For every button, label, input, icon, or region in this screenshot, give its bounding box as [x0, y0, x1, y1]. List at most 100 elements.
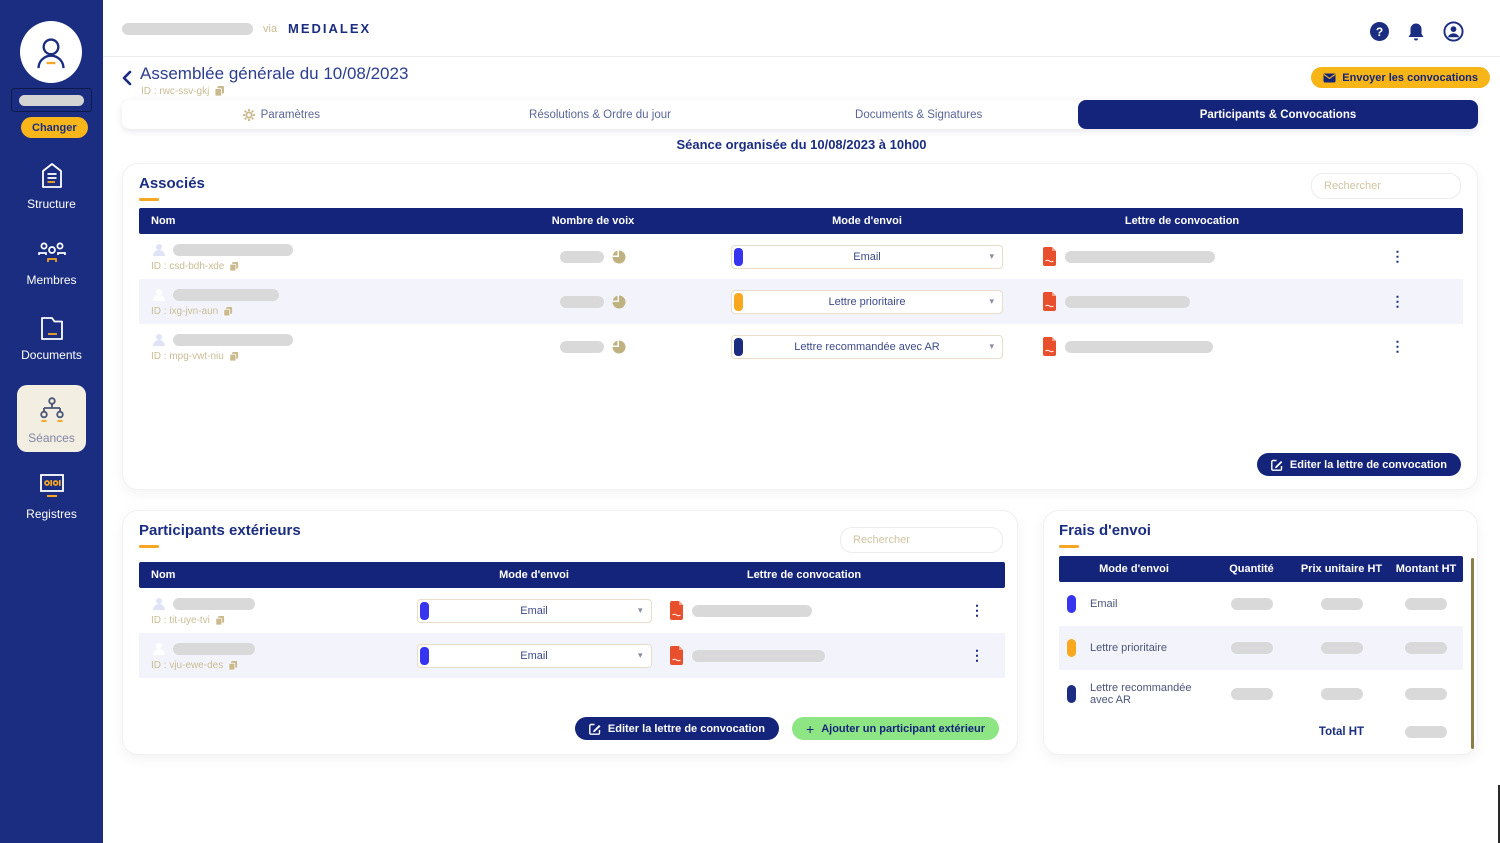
- tab-parametres[interactable]: Paramètres: [122, 100, 441, 129]
- back-button[interactable]: [121, 70, 133, 91]
- frais-mode-label: Lettre recommandée avec AR: [1090, 681, 1192, 706]
- members-icon: [37, 242, 66, 262]
- mode-color-bar: [734, 337, 743, 356]
- send-convocations-button[interactable]: Envoyer les convocations: [1311, 67, 1490, 88]
- page-scrollbar[interactable]: [1498, 785, 1500, 843]
- sidebar-item-registres[interactable]: Registres: [0, 470, 103, 521]
- mode-envoi-select[interactable]: Email ▾: [416, 598, 652, 623]
- send-convocations-label: Envoyer les convocations: [1342, 71, 1478, 84]
- prix-placeholder: [1320, 687, 1363, 700]
- sidebar-item-seances[interactable]: Séances: [17, 385, 86, 452]
- tab-resolutions[interactable]: Résolutions & Ordre du jour: [441, 100, 760, 129]
- col-mode: Mode d'envoi: [499, 569, 569, 581]
- edit-convocation-letter-label: Editer la lettre de convocation: [607, 722, 765, 735]
- col-nom: Nom: [151, 215, 176, 227]
- lettre-placeholder: [1065, 340, 1213, 353]
- row-menu-button[interactable]: ⋮: [1390, 248, 1405, 264]
- sidebar-item-label: Documents: [21, 348, 82, 362]
- title-underline: [139, 545, 159, 548]
- quantite-placeholder: [1230, 642, 1273, 654]
- documents-icon: [40, 317, 63, 340]
- edit-convocation-letter-button[interactable]: Editer la lettre de convocation: [574, 717, 779, 740]
- quantite-placeholder: [1230, 598, 1273, 610]
- copy-icon[interactable]: [229, 351, 239, 362]
- frais-table-body: Email Lettre prioritaire Lettre recomman: [1059, 582, 1463, 747]
- row-menu-button[interactable]: ⋮: [970, 647, 984, 663]
- participants-title-block: Participants extérieurs: [139, 522, 301, 548]
- copy-icon[interactable]: [214, 85, 225, 97]
- associes-search-input[interactable]: [1311, 173, 1461, 199]
- sidebar-item-structure[interactable]: Structure: [0, 160, 103, 211]
- person-icon: [153, 243, 165, 256]
- voix-cell: [484, 340, 702, 354]
- mode-color-bar: [734, 292, 743, 311]
- organisation-selector[interactable]: [11, 88, 92, 112]
- voix-cell: [484, 295, 702, 309]
- frais-table-header: Mode d'envoi Quantité Prix unitaire HT M…: [1059, 556, 1463, 582]
- mode-envoi-select[interactable]: Email ▾: [416, 643, 652, 668]
- help-button[interactable]: ?: [1369, 21, 1390, 42]
- frais-title-block: Frais d'envoi: [1059, 522, 1151, 548]
- page-id-label: ID : rwc-ssv-gkj: [141, 85, 210, 97]
- sidebar-item-documents[interactable]: Documents: [0, 313, 103, 362]
- table-row: ID : mpg-vwt-niu Lettre recommandée avec…: [139, 324, 1463, 369]
- edit-icon: [1271, 459, 1283, 471]
- lettre-placeholder: [692, 604, 812, 617]
- copy-icon[interactable]: [223, 306, 233, 317]
- mode-envoi-select[interactable]: Lettre prioritaire ▾: [731, 289, 1003, 314]
- pdf-icon[interactable]: [1042, 292, 1057, 311]
- row-menu-button[interactable]: ⋮: [1390, 338, 1405, 354]
- associes-title: Associés: [139, 175, 205, 192]
- mode-cell: Lettre prioritaire ▾: [702, 289, 1032, 314]
- chevron-down-icon: ▾: [989, 296, 994, 306]
- change-organisation-button[interactable]: Changer: [21, 117, 88, 138]
- chevron-left-icon: [122, 70, 132, 86]
- sidebar-item-label: Membres: [26, 273, 77, 287]
- mode-color-pill: [1067, 684, 1076, 703]
- participants-search-input[interactable]: [840, 527, 1003, 553]
- voix-placeholder: [560, 295, 604, 308]
- frais-card: Frais d'envoi Mode d'envoi Quantité Prix…: [1043, 510, 1478, 755]
- mode-color-pill: [1067, 639, 1076, 657]
- row-menu-button[interactable]: ⋮: [970, 602, 984, 618]
- account-button[interactable]: [1443, 21, 1464, 42]
- registres-icon: [39, 474, 64, 497]
- table-row: ID : vju-ewe-des Email ▾ ⋮: [139, 633, 1005, 678]
- tab-participants-convocations[interactable]: Participants & Convocations: [1077, 100, 1478, 129]
- mode-envoi-select[interactable]: Lettre recommandée avec AR ▾: [731, 334, 1003, 359]
- company-name-placeholder: [122, 23, 253, 35]
- add-external-participant-label: Ajouter un participant extérieur: [821, 722, 985, 735]
- name-cell: ID : vju-ewe-des: [139, 641, 409, 671]
- copy-icon[interactable]: [215, 615, 225, 626]
- col-quantite: Quantité: [1229, 563, 1274, 575]
- row-menu-button[interactable]: ⋮: [1390, 293, 1405, 309]
- edit-convocation-letter-button[interactable]: Editer la lettre de convocation: [1256, 453, 1461, 476]
- person-icon: [153, 597, 165, 610]
- tab-bar: Paramètres Résolutions & Ordre du jour D…: [122, 100, 1478, 129]
- pdf-icon[interactable]: [1042, 247, 1057, 266]
- frais-scrollbar[interactable]: [1471, 558, 1474, 749]
- pdf-icon[interactable]: [1042, 337, 1057, 356]
- associes-table-body: ID : csd-bdh-xde Email ▾: [139, 234, 1463, 369]
- notifications-button[interactable]: [1405, 21, 1426, 42]
- avatar: [20, 21, 82, 83]
- voix-placeholder: [560, 250, 604, 263]
- tab-documents-signatures[interactable]: Documents & Signatures: [759, 100, 1078, 129]
- pdf-icon[interactable]: [669, 646, 684, 665]
- mode-envoi-value: Email: [853, 250, 881, 263]
- help-icon: ?: [1370, 22, 1389, 41]
- add-external-participant-button[interactable]: + Ajouter un participant extérieur: [792, 717, 999, 740]
- pdf-icon[interactable]: [669, 601, 684, 620]
- mode-envoi-select[interactable]: Email ▾: [731, 244, 1003, 269]
- row-id: ID : tit-uye-tvi: [151, 615, 409, 626]
- copy-icon[interactable]: [229, 261, 239, 272]
- sidebar-item-membres[interactable]: Membres: [0, 238, 103, 287]
- copy-icon[interactable]: [228, 660, 238, 671]
- voix-cell: [484, 250, 702, 264]
- frais-row: Lettre recommandée avec AR: [1059, 670, 1463, 717]
- name-placeholder: [173, 288, 279, 301]
- envelope-icon: [1323, 73, 1336, 82]
- frais-row: Lettre prioritaire: [1059, 626, 1463, 670]
- lettre-cell: [1032, 247, 1332, 266]
- gear-icon: [242, 108, 255, 121]
